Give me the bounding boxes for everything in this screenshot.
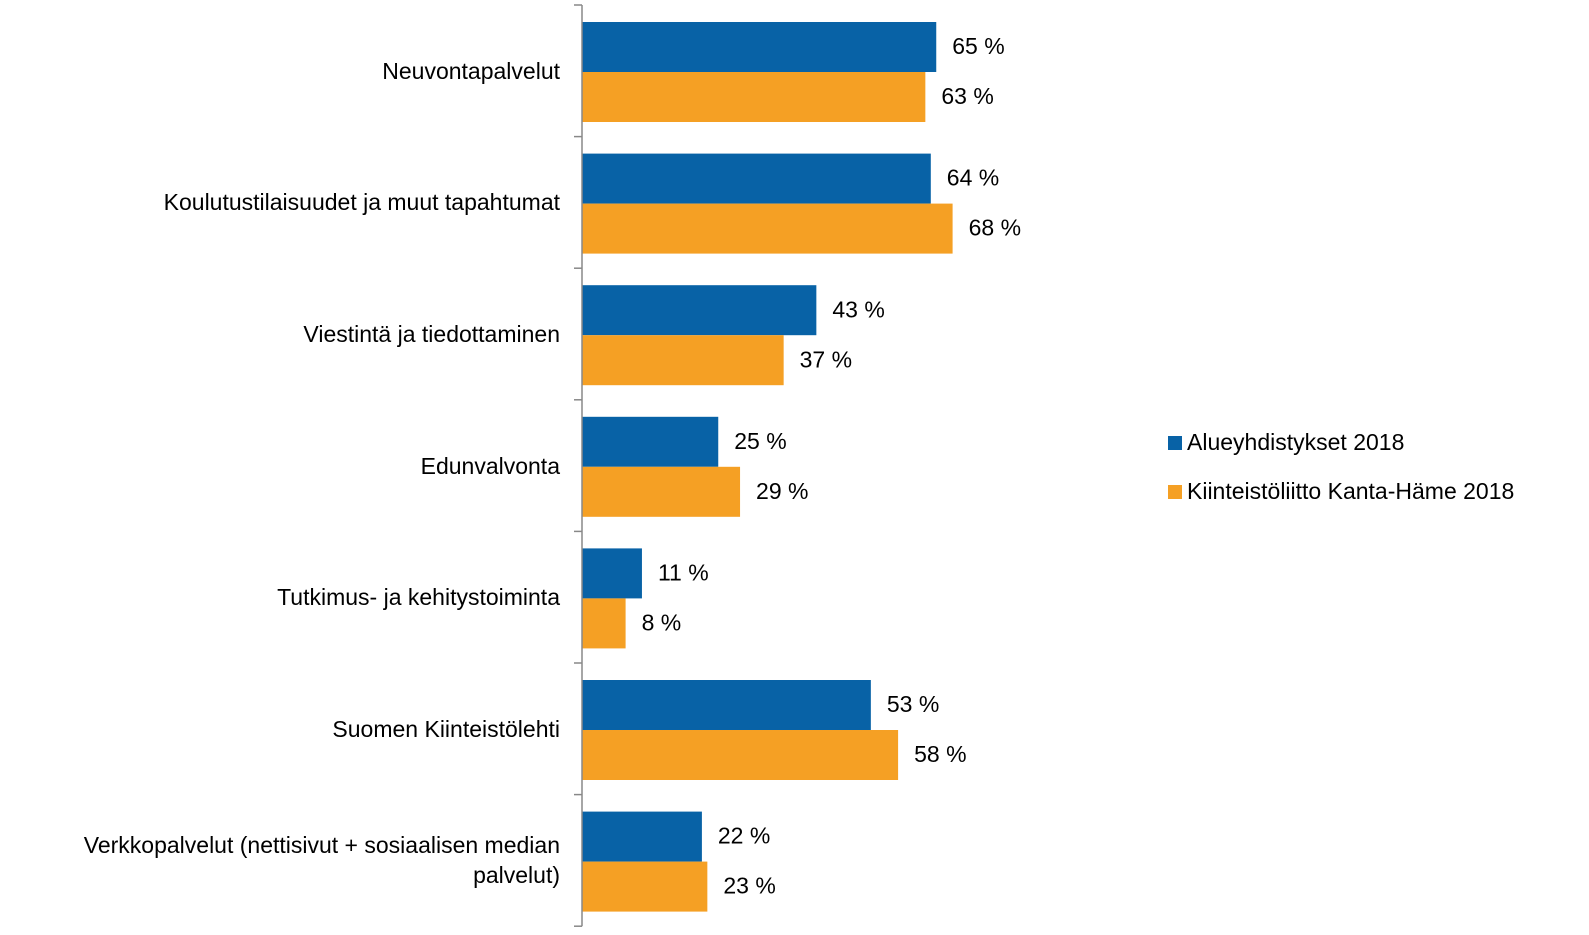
category-label: Tutkimus- ja kehitystoiminta <box>277 584 560 611</box>
data-label: 58 % <box>914 741 966 767</box>
bar <box>582 285 817 336</box>
data-label: 68 % <box>969 215 1021 241</box>
data-label: 63 % <box>941 83 993 109</box>
data-label: 43 % <box>832 296 884 322</box>
category-label: Neuvontapalvelut <box>382 57 560 84</box>
data-label: 25 % <box>734 428 786 454</box>
legend-swatch <box>1168 485 1182 499</box>
bar <box>582 680 871 730</box>
bar <box>582 203 953 254</box>
bar <box>582 466 741 517</box>
data-label: 11 % <box>658 559 709 585</box>
bar <box>582 22 937 72</box>
bar <box>582 811 702 862</box>
category-label: Edunvalvonta <box>420 452 560 479</box>
bar <box>582 730 899 780</box>
bar <box>582 598 626 649</box>
data-label: 8 % <box>642 609 682 635</box>
bar <box>582 861 708 912</box>
data-label: 22 % <box>718 823 770 849</box>
legend-label: Alueyhdistykset 2018 <box>1187 429 1404 455</box>
data-label: 53 % <box>887 691 939 717</box>
data-label: 23 % <box>723 873 775 899</box>
bar <box>582 153 931 204</box>
data-label: 29 % <box>756 478 808 504</box>
data-label: 65 % <box>952 33 1004 59</box>
category-label: Viestintä ja tiedottaminen <box>303 321 560 347</box>
bar <box>582 335 784 386</box>
bar <box>582 548 642 599</box>
bar <box>582 416 719 467</box>
bar <box>582 72 926 122</box>
data-label: 37 % <box>800 346 852 372</box>
category-label: Koulutustilaisuudet ja muut tapahtumat <box>163 189 560 216</box>
data-label: 64 % <box>947 165 999 191</box>
category-label: Verkkopalvelut (nettisivut + sosiaalisen… <box>83 832 560 889</box>
legend-label: Kiinteistöliitto Kanta-Häme 2018 <box>1187 478 1514 504</box>
legend-swatch <box>1168 436 1182 450</box>
category-label: Suomen Kiinteistölehti <box>332 715 560 742</box>
